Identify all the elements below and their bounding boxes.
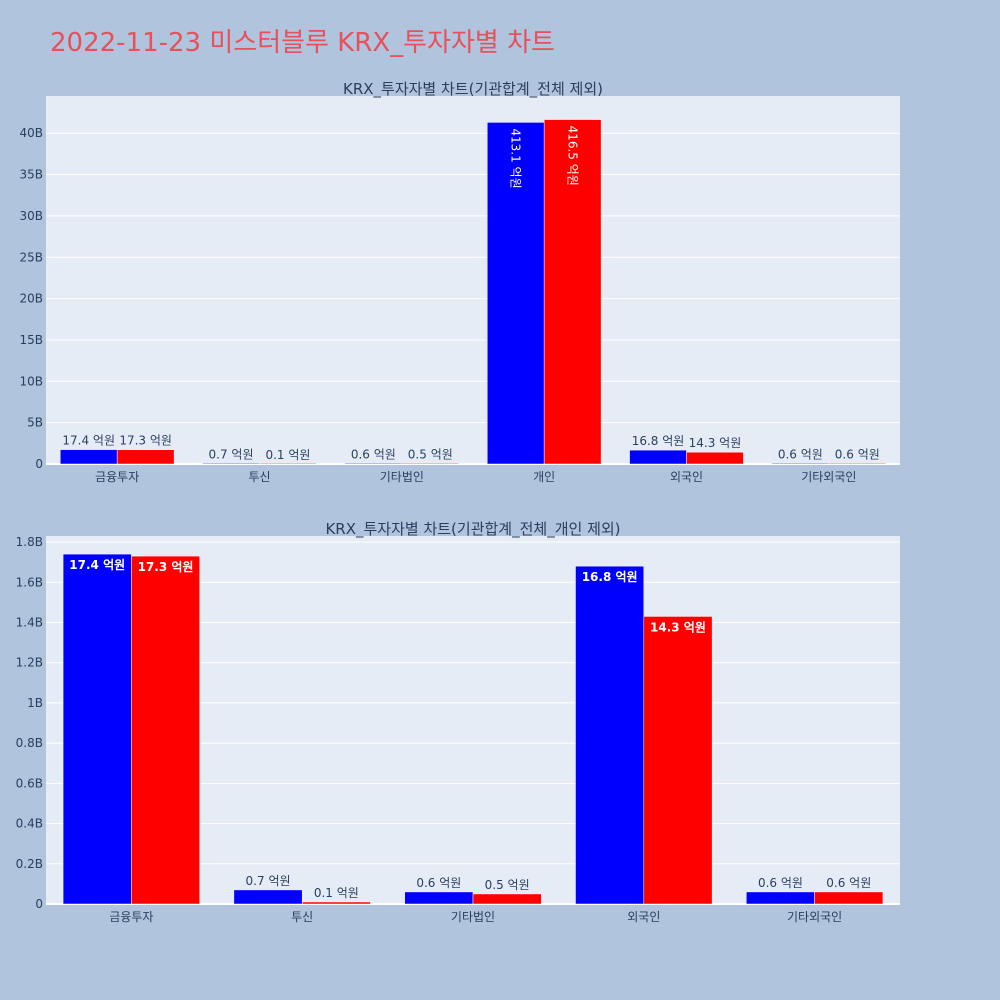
bar xyxy=(131,555,200,905)
y-tick-label: 35B xyxy=(19,168,43,182)
x-tick-label: 기타법인 xyxy=(380,470,424,484)
data-label: 17.3 억원 xyxy=(138,560,194,574)
data-label: 16.8 억원 xyxy=(582,570,638,584)
chart-title: KRX_투자자별 차트(기관합계_전체_개인 제외) xyxy=(325,520,620,539)
bar xyxy=(828,462,887,465)
bar xyxy=(344,462,403,465)
data-label: 413.1 억원 xyxy=(509,128,523,188)
y-tick-label: 0 xyxy=(35,897,43,911)
data-label: 0.6 억원 xyxy=(778,448,823,462)
y-tick-label: 20B xyxy=(19,292,43,306)
y-tick-label: 1.6B xyxy=(16,575,43,589)
y-tick-label: 30B xyxy=(19,209,43,223)
y-tick-label: 10B xyxy=(19,374,43,388)
data-label: 16.8 억원 xyxy=(632,434,685,448)
bar xyxy=(116,449,175,465)
data-label: 0.6 억원 xyxy=(758,876,803,890)
data-label: 0.7 억원 xyxy=(209,447,254,461)
data-label: 0.6 억원 xyxy=(826,876,871,890)
data-label: 0.6 억원 xyxy=(351,448,396,462)
chart-all-investors: KRX_투자자별 차트(기관합계_전체 제외) 0 5B 10B 15B 20B 25B 3… xyxy=(19,80,900,484)
y-tick-label: 1.2B xyxy=(16,656,43,670)
bar xyxy=(62,553,132,905)
y-tick-label: 5B xyxy=(27,416,43,430)
bar xyxy=(686,451,744,465)
y-tick-label: 0.4B xyxy=(16,817,43,831)
y-tick-label: 25B xyxy=(19,250,43,264)
y-tick-label: 1B xyxy=(27,696,43,710)
y-tick-label: 40B xyxy=(19,126,43,140)
chart-excluding-individuals: KRX_투자자별 차트(기관합계_전체_개인 제외) 0 0.2B 0.4B 0.6B… xyxy=(16,520,900,924)
data-label: 0.1 억원 xyxy=(265,448,310,462)
y-tick-label: 1.4B xyxy=(16,615,43,629)
data-label: 17.4 억원 xyxy=(62,434,115,448)
data-label: 416.5 억원 xyxy=(566,126,580,186)
data-label: 14.3 억원 xyxy=(650,620,706,634)
bar xyxy=(575,565,645,905)
y-tick-label: 0.2B xyxy=(16,857,43,871)
bar xyxy=(543,119,602,465)
bar xyxy=(746,891,815,905)
data-label: 17.3 억원 xyxy=(119,434,172,448)
bar xyxy=(401,462,460,465)
chart-title: KRX_투자자별 차트(기관합계_전체 제외) xyxy=(343,80,603,99)
bar xyxy=(629,449,687,465)
y-tick-label: 1.8B xyxy=(16,535,43,549)
data-label: 0.5 억원 xyxy=(408,448,453,462)
bar xyxy=(301,901,371,905)
x-tick-label: 기타외국인 xyxy=(801,470,856,484)
x-tick-label: 기타외국인 xyxy=(787,910,842,924)
x-tick-label: 금융투자 xyxy=(109,910,153,924)
x-tick-label: 투신 xyxy=(291,910,313,924)
x-tick-label: 금융투자 xyxy=(95,470,139,484)
data-label: 17.4 억원 xyxy=(69,558,125,572)
y-tick-label: 0 xyxy=(35,457,43,471)
data-label: 14.3 억원 xyxy=(689,436,742,450)
data-label: 0.6 억원 xyxy=(416,876,461,890)
x-tick-label: 외국인 xyxy=(627,910,660,924)
y-tick-label: 0.6B xyxy=(16,776,43,790)
data-label: 0.7 억원 xyxy=(246,874,291,888)
bar xyxy=(59,449,118,465)
x-tick-label: 개인 xyxy=(533,470,555,484)
x-tick-label: 기타법인 xyxy=(451,910,495,924)
bar xyxy=(202,462,260,465)
x-tick-label: 투신 xyxy=(248,470,270,484)
data-label: 0.5 억원 xyxy=(485,878,530,892)
x-tick-label: 외국인 xyxy=(670,470,703,484)
bar xyxy=(472,893,542,905)
bar xyxy=(771,462,830,465)
data-label: 0.6 억원 xyxy=(835,448,880,462)
bar xyxy=(233,889,303,905)
bar xyxy=(814,891,884,905)
y-tick-label: 15B xyxy=(19,333,43,347)
page-title: 2022-11-23 미스터블루 KRX_투자자별 차트 xyxy=(50,28,555,58)
bar xyxy=(259,462,317,465)
y-tick-label: 0.8B xyxy=(16,736,43,750)
bar xyxy=(643,616,713,905)
bar xyxy=(404,891,474,905)
plot-area xyxy=(46,96,900,464)
data-label: 0.1 억원 xyxy=(314,886,359,900)
